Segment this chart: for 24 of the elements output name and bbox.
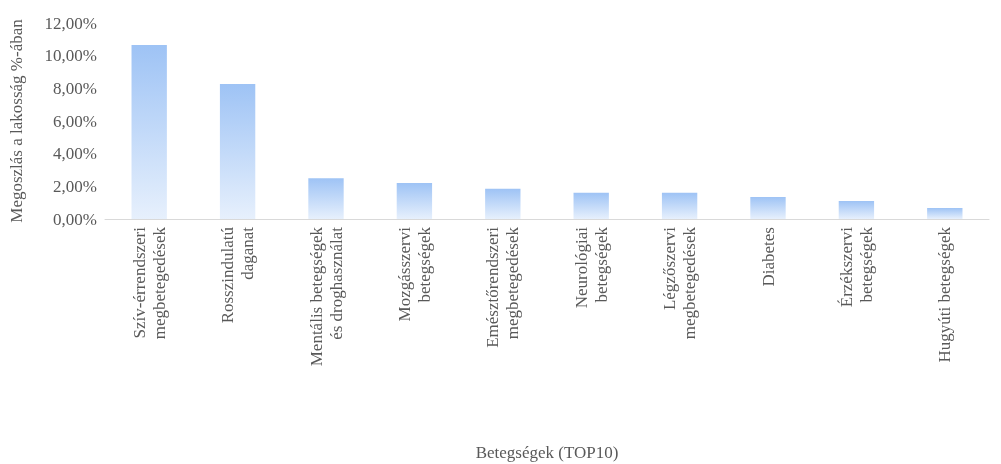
bar — [485, 188, 521, 219]
y-tick-label: 0,00% — [53, 209, 97, 229]
x-tick-label: Diabetes — [758, 227, 778, 287]
bar — [131, 45, 167, 219]
y-tick-label: 2,00% — [53, 176, 97, 196]
bar — [308, 178, 344, 219]
y-tick-label: 8,00% — [53, 78, 97, 98]
bar — [838, 201, 875, 219]
y-tick-label: 10,00% — [44, 46, 97, 66]
y-axis-title: Megoszlás a lakosság %-ában — [7, 18, 26, 223]
y-tick-label: 6,00% — [53, 111, 97, 131]
bar — [750, 196, 786, 219]
x-tick-label: Érzékszervi betegségek — [836, 226, 876, 308]
x-tick-label: Rosszindulatú daganat — [218, 226, 258, 324]
bar — [927, 208, 963, 219]
y-tick-label: 4,00% — [53, 144, 97, 164]
x-tick-label: Hugyúti betegségek — [935, 226, 955, 363]
x-axis-title: Betegségek (TOP10) — [475, 443, 619, 462]
bar — [396, 183, 433, 219]
bar — [573, 192, 609, 219]
bar — [661, 192, 698, 219]
bar — [219, 83, 256, 219]
x-tick-label: Szív-érrendszeri megbetegedések — [129, 226, 169, 340]
y-tick-label: 12,00% — [44, 13, 97, 33]
